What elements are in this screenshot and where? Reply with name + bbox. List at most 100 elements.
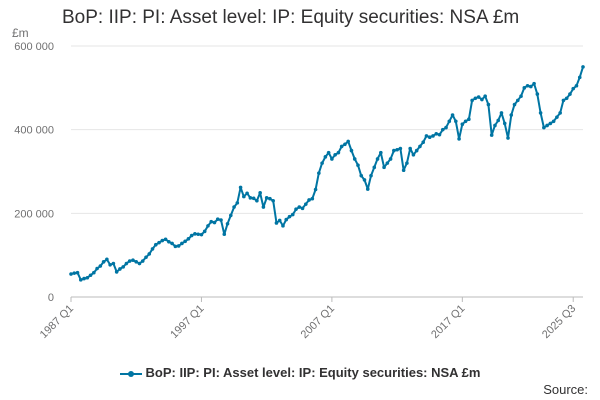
data-point[interactable] bbox=[307, 198, 311, 202]
data-point[interactable] bbox=[382, 165, 386, 170]
data-point[interactable] bbox=[72, 271, 77, 275]
data-point[interactable] bbox=[440, 127, 445, 132]
data-point[interactable] bbox=[238, 185, 243, 190]
data-point[interactable] bbox=[147, 252, 152, 256]
data-point[interactable] bbox=[385, 161, 390, 165]
data-point[interactable] bbox=[372, 165, 377, 170]
data-point[interactable] bbox=[245, 191, 249, 196]
data-point[interactable] bbox=[326, 150, 331, 155]
data-point[interactable] bbox=[509, 113, 514, 117]
data-point[interactable] bbox=[196, 232, 200, 237]
data-point[interactable] bbox=[300, 206, 305, 211]
data-point[interactable] bbox=[202, 229, 207, 234]
data-point[interactable] bbox=[313, 187, 318, 192]
data-point[interactable] bbox=[333, 152, 337, 157]
legend[interactable]: BoP: IIP: PI: Asset level: IP: Equity se… bbox=[0, 365, 600, 380]
data-point[interactable] bbox=[463, 119, 468, 124]
data-point[interactable] bbox=[140, 259, 145, 263]
data-point[interactable] bbox=[199, 232, 204, 237]
data-point[interactable] bbox=[581, 65, 585, 69]
data-point[interactable] bbox=[258, 191, 262, 195]
data-point[interactable] bbox=[330, 157, 334, 161]
data-point[interactable] bbox=[294, 207, 298, 211]
data-point[interactable] bbox=[352, 157, 357, 161]
data-point[interactable] bbox=[493, 123, 497, 128]
data-point[interactable] bbox=[101, 260, 106, 264]
data-point[interactable] bbox=[450, 113, 455, 117]
data-point[interactable] bbox=[111, 261, 116, 266]
data-point[interactable] bbox=[339, 144, 344, 149]
data-point[interactable] bbox=[476, 95, 481, 99]
data-point[interactable] bbox=[538, 111, 543, 115]
data-point[interactable] bbox=[568, 92, 572, 96]
data-point[interactable] bbox=[85, 275, 90, 280]
data-point[interactable] bbox=[264, 196, 269, 200]
data-point[interactable] bbox=[525, 83, 530, 88]
data-point[interactable] bbox=[255, 198, 259, 203]
data-point[interactable] bbox=[131, 258, 135, 262]
data-point[interactable] bbox=[434, 132, 439, 136]
data-point[interactable] bbox=[424, 134, 429, 138]
data-point[interactable] bbox=[193, 232, 197, 236]
data-point[interactable] bbox=[209, 219, 214, 224]
data-point[interactable] bbox=[343, 142, 347, 147]
data-point[interactable] bbox=[551, 119, 556, 124]
data-point[interactable] bbox=[561, 98, 566, 103]
data-point[interactable] bbox=[180, 241, 184, 246]
data-point[interactable] bbox=[349, 148, 354, 153]
data-point[interactable] bbox=[499, 111, 504, 115]
data-point[interactable] bbox=[574, 83, 579, 88]
data-point[interactable] bbox=[274, 221, 279, 225]
data-point[interactable] bbox=[336, 150, 341, 155]
data-point[interactable] bbox=[189, 233, 194, 238]
data-point[interactable] bbox=[160, 238, 165, 243]
data-point[interactable] bbox=[304, 202, 308, 206]
data-point[interactable] bbox=[388, 157, 393, 161]
data-point[interactable] bbox=[317, 171, 321, 175]
data-point[interactable] bbox=[369, 173, 373, 178]
data-point[interactable] bbox=[529, 84, 533, 89]
data-point[interactable] bbox=[127, 259, 132, 263]
data-point[interactable] bbox=[144, 255, 148, 260]
data-point[interactable] bbox=[460, 122, 465, 127]
data-point[interactable] bbox=[506, 136, 510, 140]
data-point[interactable] bbox=[555, 115, 559, 119]
data-point[interactable] bbox=[483, 94, 487, 98]
data-point[interactable] bbox=[281, 224, 285, 228]
data-point[interactable] bbox=[532, 81, 536, 86]
data-point[interactable] bbox=[176, 244, 181, 248]
data-point[interactable] bbox=[167, 239, 171, 244]
data-point[interactable] bbox=[356, 163, 360, 168]
data-point[interactable] bbox=[375, 157, 380, 161]
data-point[interactable] bbox=[414, 148, 419, 153]
data-point[interactable] bbox=[78, 278, 83, 282]
data-point[interactable] bbox=[320, 161, 324, 165]
data-point[interactable] bbox=[105, 257, 109, 262]
data-point[interactable] bbox=[496, 118, 501, 123]
data-point[interactable] bbox=[228, 213, 233, 218]
data-point[interactable] bbox=[519, 94, 523, 98]
data-point[interactable] bbox=[153, 242, 158, 247]
data-point[interactable] bbox=[542, 125, 546, 130]
data-point[interactable] bbox=[431, 134, 435, 138]
data-point[interactable] bbox=[421, 140, 426, 145]
data-point[interactable] bbox=[392, 148, 396, 153]
data-point[interactable] bbox=[183, 239, 187, 244]
data-point[interactable] bbox=[454, 119, 458, 124]
data-point[interactable] bbox=[444, 125, 448, 130]
data-point[interactable] bbox=[548, 121, 553, 126]
data-point[interactable] bbox=[558, 111, 562, 115]
data-point[interactable] bbox=[362, 178, 367, 182]
data-point[interactable] bbox=[447, 119, 452, 124]
data-point[interactable] bbox=[134, 260, 139, 264]
data-point[interactable] bbox=[206, 224, 210, 228]
data-point[interactable] bbox=[310, 196, 315, 201]
data-point[interactable] bbox=[173, 244, 178, 249]
data-point[interactable] bbox=[242, 194, 246, 199]
data-point[interactable] bbox=[467, 117, 471, 122]
data-point[interactable] bbox=[163, 237, 168, 242]
data-point[interactable] bbox=[222, 232, 227, 237]
data-point[interactable] bbox=[114, 270, 119, 274]
data-point[interactable] bbox=[235, 201, 240, 205]
data-point[interactable] bbox=[489, 133, 494, 137]
